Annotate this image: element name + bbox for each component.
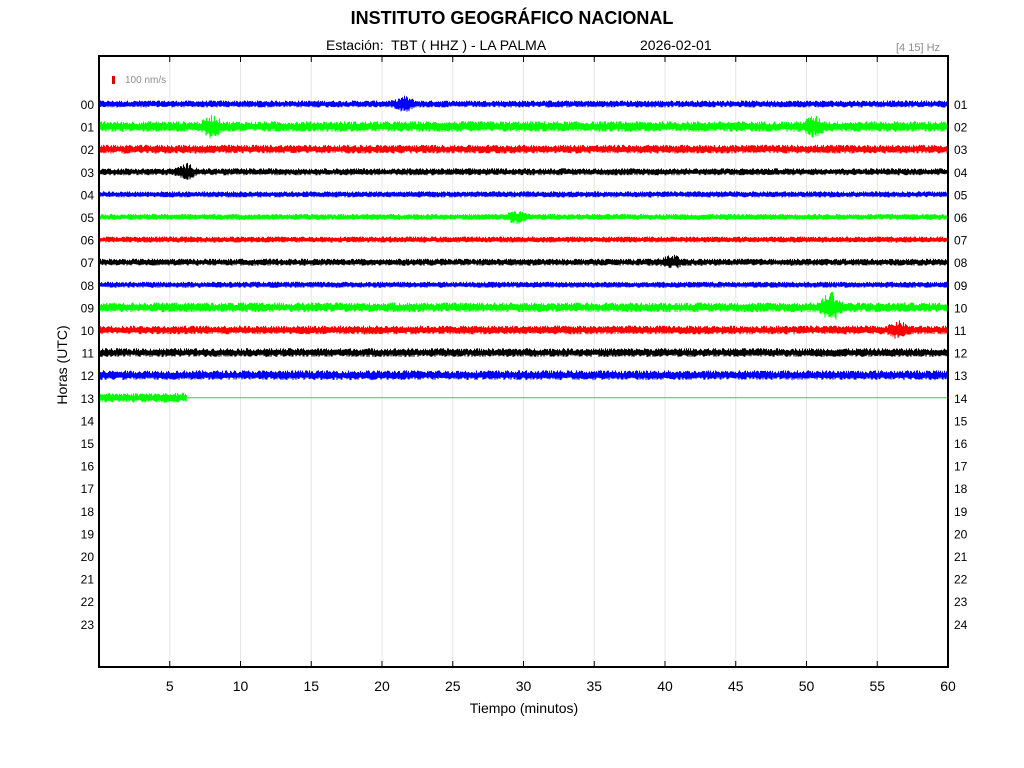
y-tick-label-right: 17: [954, 460, 968, 474]
y-tick-label-left: 13: [81, 392, 95, 406]
y-tick-label-left: 09: [81, 301, 95, 315]
trace-hour-13: [98, 392, 187, 403]
amplitude-scale-bar: [112, 76, 115, 84]
trace-hour-07: [98, 254, 949, 269]
x-tick-label: 40: [657, 678, 673, 694]
x-axis-label: Tiempo (minutos): [469, 700, 579, 716]
trace-hour-00: [98, 95, 949, 112]
date-label: 2026-02-01: [640, 37, 712, 53]
y-tick-label-left: 15: [81, 437, 95, 451]
y-tick-label-right: 10: [954, 301, 968, 315]
y-tick-label-left: 16: [81, 460, 95, 474]
y-tick-label-right: 08: [954, 256, 968, 270]
y-tick-label-left: 01: [81, 121, 95, 135]
y-tick-label-left: 21: [81, 573, 95, 587]
y-tick-label-right: 24: [954, 618, 968, 632]
frequency-band-label: [4 15] Hz: [896, 42, 941, 54]
trace-hour-08: [98, 281, 949, 288]
y-tick-label-left: 04: [81, 188, 95, 202]
trace-hour-10: [98, 320, 949, 339]
amplitude-scale-label: 100 nm/s: [125, 75, 167, 86]
y-tick-label-left: 03: [81, 166, 95, 180]
y-tick-label-left: 06: [81, 234, 95, 248]
y-tick-label-right: 04: [954, 166, 968, 180]
y-tick-label-right: 14: [954, 392, 968, 406]
trace-hour-01: [98, 114, 949, 139]
y-tick-label-right: 11: [954, 324, 967, 338]
trace-hour-09: [98, 291, 949, 320]
trace-hour-04: [98, 191, 949, 198]
y-tick-label-left: 11: [82, 347, 95, 361]
y-tick-label-left: 00: [81, 98, 95, 112]
x-tick-label: 20: [374, 678, 390, 694]
x-tick-label: 60: [940, 678, 956, 694]
y-tick-label-right: 02: [954, 121, 968, 135]
y-tick-label-right: 16: [954, 437, 968, 451]
y-tick-label-right: 12: [954, 347, 968, 361]
y-tick-label-left: 17: [81, 482, 95, 496]
y-tick-label-left: 05: [81, 211, 95, 225]
x-tick-label: 5: [166, 678, 174, 694]
y-tick-label-left: 18: [81, 505, 95, 519]
y-tick-label-right: 13: [954, 369, 968, 383]
y-tick-label-left: 08: [81, 279, 95, 293]
y-tick-label-left: 14: [81, 414, 95, 428]
y-tick-label-right: 19: [954, 505, 968, 519]
y-tick-label-right: 01: [954, 98, 968, 112]
y-tick-label-right: 07: [954, 234, 968, 248]
y-tick-label-right: 20: [954, 527, 968, 541]
x-tick-label: 30: [516, 678, 532, 694]
y-tick-label-left: 19: [81, 527, 95, 541]
trace-hour-02: [98, 144, 949, 154]
x-tick-label: 45: [728, 678, 744, 694]
x-tick-label: 35: [586, 678, 602, 694]
y-tick-label-right: 06: [954, 211, 968, 225]
chart-title: INSTITUTO GEOGRÁFICO NACIONAL: [350, 8, 674, 28]
y-tick-label-left: 20: [81, 550, 95, 564]
y-tick-label-right: 15: [954, 414, 968, 428]
y-tick-label-right: 22: [954, 573, 968, 587]
x-tick-label: 10: [233, 678, 249, 694]
trace-hour-11: [98, 348, 949, 358]
x-tick-label: 25: [445, 678, 461, 694]
y-tick-label-right: 18: [954, 482, 968, 496]
y-tick-label-left: 23: [81, 618, 95, 632]
x-tick-label: 50: [799, 678, 815, 694]
x-tick-label: 15: [303, 678, 319, 694]
trace-hour-06: [98, 236, 949, 243]
y-tick-label-right: 05: [954, 188, 968, 202]
y-tick-label-left: 22: [81, 595, 95, 609]
station-label: Estación: TBT ( HHZ ) - LA PALMA: [326, 37, 547, 53]
trace-hour-12: [98, 370, 949, 381]
y-tick-label-right: 03: [954, 143, 968, 157]
y-tick-label-left: 12: [81, 369, 95, 383]
y-tick-label-left: 10: [81, 324, 95, 338]
y-tick-label-right: 23: [954, 595, 968, 609]
y-tick-label-left: 07: [81, 256, 95, 270]
trace-hour-03: [98, 162, 949, 180]
y-tick-label-left: 02: [81, 143, 95, 157]
y-tick-label-right: 09: [954, 279, 968, 293]
x-tick-label: 55: [869, 678, 885, 694]
trace-hour-05: [98, 211, 949, 225]
y-tick-label-right: 21: [954, 550, 968, 564]
